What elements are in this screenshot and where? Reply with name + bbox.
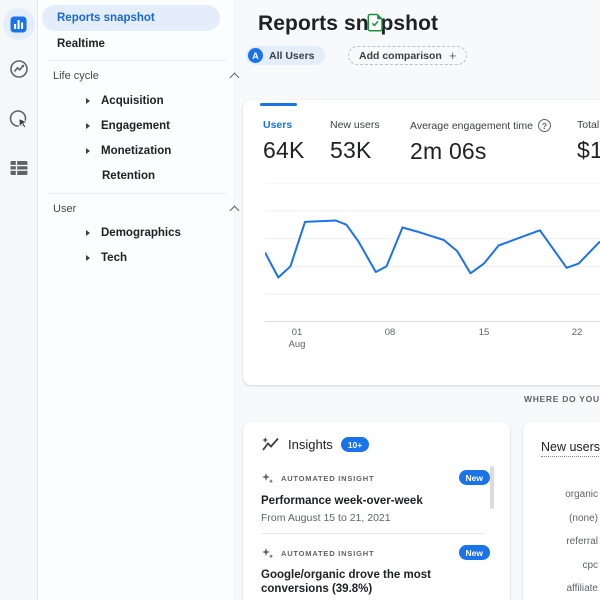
metric-value: 64K bbox=[263, 137, 305, 163]
bar-category-label: affiliate bbox=[566, 583, 598, 594]
metric-value: 2m 06s bbox=[410, 138, 487, 164]
nav-divider bbox=[48, 193, 226, 194]
nav-item-demographics[interactable]: Demographics bbox=[86, 223, 181, 243]
insights-icon bbox=[261, 436, 280, 453]
nav-item-acquisition[interactable]: Acquisition bbox=[86, 91, 164, 111]
help-icon[interactable]: ? bbox=[537, 119, 551, 132]
rail-explore-button[interactable] bbox=[9, 59, 29, 79]
plus-icon: + bbox=[448, 48, 457, 63]
rail-reports-button[interactable] bbox=[2, 8, 35, 40]
insights-count-badge[interactable]: 10+ bbox=[340, 437, 370, 452]
bar-category-label: cpc bbox=[582, 559, 598, 571]
nav-item-label: Reports snapshot bbox=[57, 12, 155, 24]
expand-arrow-icon bbox=[86, 98, 90, 104]
chevron-up-icon[interactable] bbox=[229, 205, 240, 216]
insights-title: Insights bbox=[288, 437, 333, 452]
nav-item-realtime[interactable]: Realtime bbox=[57, 38, 105, 50]
bar-category-label: (none) bbox=[569, 512, 598, 524]
x-axis-tick: 01 Aug bbox=[288, 327, 306, 350]
new-badge: New bbox=[458, 545, 490, 560]
divider bbox=[261, 533, 484, 534]
metric-value: 53K bbox=[330, 137, 372, 163]
rail-configure-button[interactable] bbox=[9, 160, 28, 176]
icon-rail bbox=[0, 0, 38, 600]
nav-item-tech[interactable]: Tech bbox=[86, 248, 127, 268]
new-badge: New bbox=[458, 470, 490, 485]
bar-category-label: referral bbox=[566, 536, 598, 547]
x-axis-tick: 22 bbox=[571, 327, 583, 338]
metric-value: $14K bbox=[577, 137, 600, 163]
expand-arrow-icon bbox=[86, 123, 90, 129]
sparkle-icon bbox=[261, 547, 274, 560]
expand-arrow-icon bbox=[86, 148, 90, 154]
overview-chart-card: Users 64K New users 53K Average engageme… bbox=[243, 100, 600, 385]
selected-metric-indicator bbox=[260, 103, 297, 106]
nav-divider bbox=[48, 60, 226, 61]
new-users-card: New users by organic (none) referral cpc aff… bbox=[523, 422, 600, 600]
add-comparison-button[interactable]: Add comparison + bbox=[348, 46, 468, 65]
expand-arrow-icon bbox=[86, 255, 90, 261]
nav-item-reports-snapshot[interactable]: Reports snapshot bbox=[42, 5, 220, 31]
insight-subtitle: From August 15 to 21, 2021 bbox=[261, 512, 391, 524]
comparison-avatar: A bbox=[248, 48, 263, 63]
insight-item-header: AUTOMATED INSIGHT bbox=[261, 472, 374, 485]
insight-title[interactable]: Performance week-over-week bbox=[261, 495, 423, 507]
metric-tab-total-revenue[interactable]: Total revenue $14K bbox=[577, 119, 600, 164]
sparkle-icon bbox=[261, 472, 274, 485]
insights-card: Insights 10+ AUTOMATED INSIGHT New Perfo… bbox=[243, 422, 510, 600]
nav-section-life-cycle[interactable]: Life cycle bbox=[53, 70, 99, 82]
new-users-section-heading: WHERE DO YOUR NEW USERS COME FROM? bbox=[524, 394, 600, 404]
left-nav: Reports snapshot Realtime Life cycle Acq… bbox=[38, 0, 240, 600]
scrollbar-thumb[interactable] bbox=[490, 466, 494, 509]
nav-item-engagement[interactable]: Engagement bbox=[86, 116, 170, 136]
page-title: Reports snapshot bbox=[258, 12, 439, 35]
line-chart-svg bbox=[265, 183, 600, 322]
bar-category-labels: organic (none) referral cpc affiliate bbox=[523, 483, 598, 600]
x-axis-tick: 15 bbox=[478, 327, 490, 338]
new-users-dimension-selector[interactable]: New users by bbox=[541, 440, 600, 457]
expand-arrow-icon bbox=[86, 230, 90, 236]
advertising-icon bbox=[9, 110, 29, 129]
nav-section-user[interactable]: User bbox=[53, 203, 77, 215]
rail-advertising-button[interactable] bbox=[8, 109, 29, 130]
nav-item-monetization[interactable]: Monetization bbox=[86, 141, 171, 161]
reports-icon bbox=[2, 8, 35, 40]
x-axis-tick: 08 bbox=[384, 327, 396, 338]
configure-icon bbox=[10, 161, 27, 175]
users-over-time-chart[interactable] bbox=[265, 183, 600, 322]
chevron-up-icon[interactable] bbox=[229, 72, 240, 83]
explore-icon bbox=[9, 60, 28, 78]
insight-item-header: AUTOMATED INSIGHT bbox=[261, 547, 374, 560]
bar-category-label: organic bbox=[565, 489, 598, 500]
all-users-chip[interactable]: A All Users bbox=[246, 46, 325, 65]
metric-tab-new-users[interactable]: New users 53K bbox=[330, 119, 380, 163]
metric-tab-users[interactable]: Users 64K bbox=[263, 119, 305, 163]
metric-tab-avg-engagement-time[interactable]: Average engagement time ? 2m 06s bbox=[410, 119, 551, 165]
all-users-label: All Users bbox=[269, 49, 315, 62]
insight-title[interactable]: Google/organic drove the most conversion… bbox=[261, 569, 431, 595]
nav-item-retention[interactable]: Retention bbox=[102, 170, 156, 182]
doc-check-icon bbox=[367, 13, 384, 32]
